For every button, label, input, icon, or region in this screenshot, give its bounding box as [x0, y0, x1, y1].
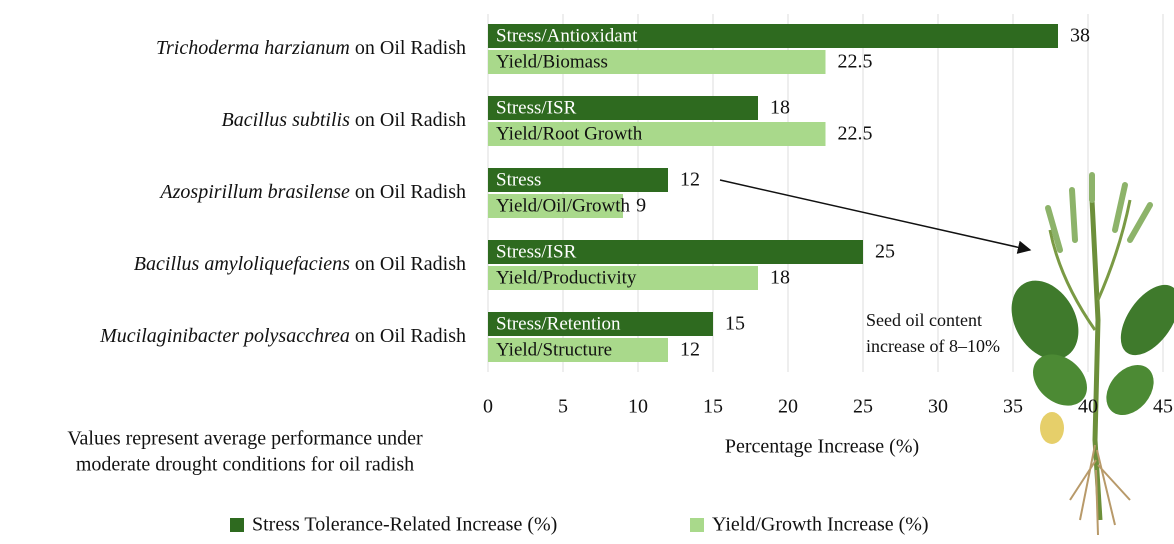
x-tick-label: 20	[778, 396, 798, 418]
category-label: Trichoderma harzianum on Oil Radish	[156, 37, 466, 59]
value-label: 38	[1070, 25, 1090, 47]
annotation: Seed oil content	[866, 310, 982, 330]
note: moderate drought conditions for oil radi…	[76, 454, 414, 476]
value-label: 22.5	[838, 51, 873, 73]
x-tick-label: 40	[1078, 396, 1098, 418]
x-tick-label: 25	[853, 396, 873, 418]
x-tick-label: 5	[558, 396, 568, 418]
bars: Stress/Antioxidant 38 Yield/Biomass 22.5 Str…	[488, 24, 1090, 362]
bar-label: Stress/Antioxidant	[496, 25, 638, 46]
category-label: Bacillus subtilis on Oil Radish	[222, 109, 466, 131]
value-label: 18	[770, 97, 790, 119]
value-label: 9	[636, 195, 646, 217]
bar-label: Yield/Oil/Growth	[496, 195, 631, 216]
legend-label: Yield/Growth Increase (%)	[712, 514, 929, 536]
x-tick-label: 30	[928, 396, 948, 418]
x-tick-label: 10	[628, 396, 648, 418]
bar-label: Yield/Biomass	[496, 51, 608, 72]
legend-swatch	[690, 518, 704, 532]
category-label: Bacillus amyloliquefaciens on Oil Radish	[134, 253, 466, 275]
x-tick-label: 45	[1153, 396, 1173, 418]
value-label: 12	[680, 169, 700, 191]
x-tick-label: 0	[483, 396, 493, 418]
bar-label: Stress	[496, 169, 541, 190]
annotation: increase of 8–10%	[866, 336, 1000, 356]
note: Values represent average performance und…	[67, 428, 423, 450]
bar-label: Stress/Retention	[496, 313, 621, 334]
value-label: 15	[725, 313, 745, 335]
value-label: 12	[680, 339, 700, 361]
bar-label: Stress/ISR	[496, 241, 577, 262]
x-tick-label: 35	[1003, 396, 1023, 418]
annotation-arrow	[720, 180, 1030, 250]
legend-swatch	[230, 518, 244, 532]
bar-label: Yield/Root Growth	[496, 123, 643, 144]
value-label: 25	[875, 241, 895, 263]
legend-label: Stress Tolerance-Related Increase (%)	[252, 514, 557, 536]
bar-label: Yield/Productivity	[496, 267, 637, 288]
chart: Stress/Antioxidant 38 Yield/Biomass 22.5 Str…	[0, 0, 1174, 544]
category-label: Azospirillum brasilense on Oil Radish	[158, 181, 466, 203]
bar-label: Stress/ISR	[496, 97, 577, 118]
value-label: 22.5	[838, 123, 873, 145]
x-axis-label: Percentage Increase (%)	[725, 436, 919, 458]
bar-label: Yield/Structure	[496, 339, 612, 360]
category-label: Mucilaginibacter polysacchrea on Oil Rad…	[99, 325, 466, 347]
value-label: 18	[770, 267, 790, 289]
x-tick-label: 15	[703, 396, 723, 418]
plant-illustration	[998, 175, 1174, 535]
